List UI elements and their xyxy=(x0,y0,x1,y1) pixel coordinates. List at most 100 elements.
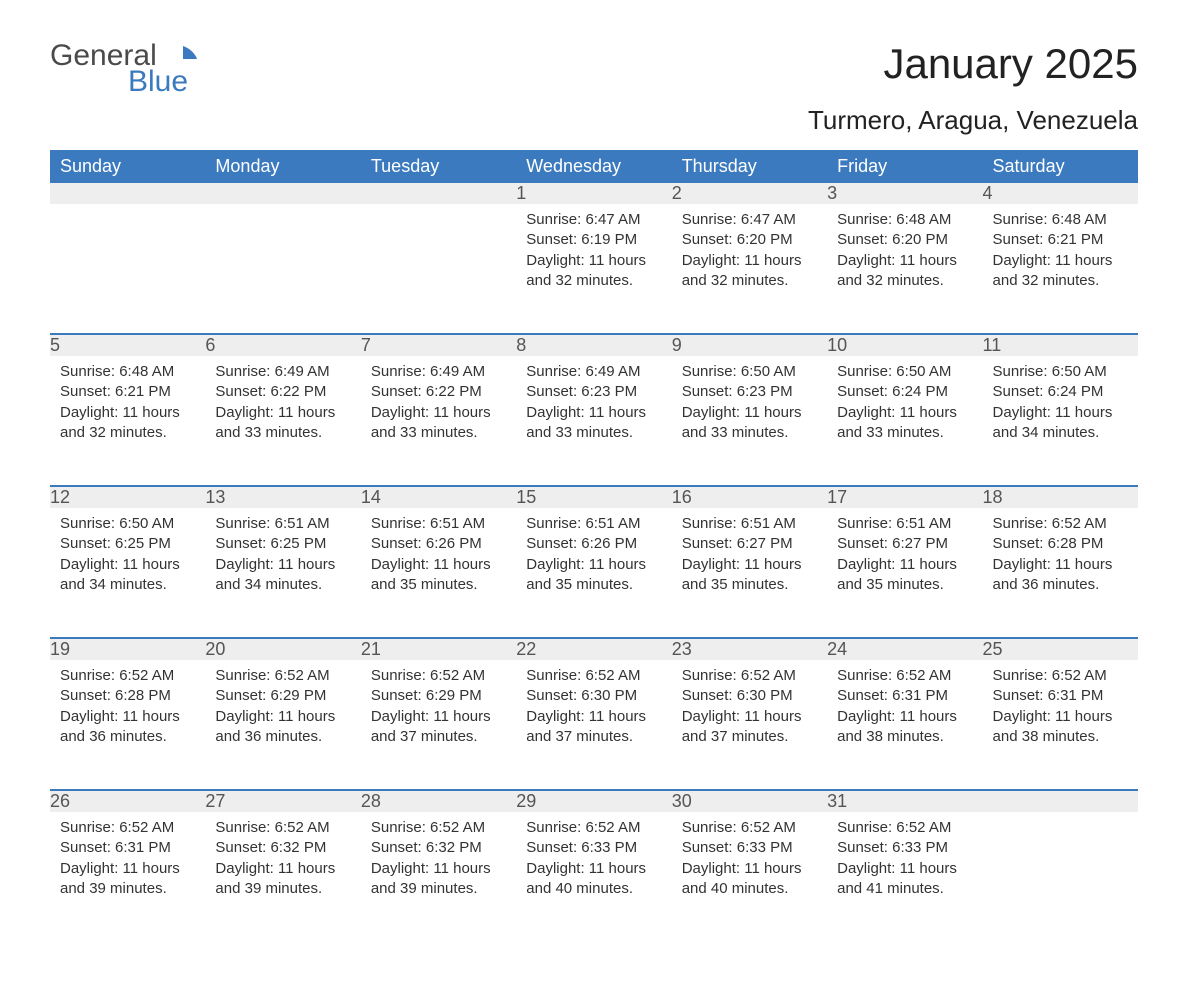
day-number: 11 xyxy=(983,334,1138,356)
sunset-text: Sunset: 6:30 PM xyxy=(526,686,661,706)
day-details: Sunrise: 6:50 AMSunset: 6:25 PMDaylight:… xyxy=(50,508,205,613)
day-details: Sunrise: 6:52 AMSunset: 6:30 PMDaylight:… xyxy=(672,660,827,765)
daylight-text: Daylight: 11 hours and 35 minutes. xyxy=(682,555,817,596)
day-details: Sunrise: 6:52 AMSunset: 6:33 PMDaylight:… xyxy=(827,812,982,917)
day-number: 18 xyxy=(983,486,1138,508)
sunrise-text: Sunrise: 6:50 AM xyxy=(60,514,195,534)
day-details-empty xyxy=(50,204,205,228)
sunrise-text: Sunrise: 6:52 AM xyxy=(682,666,817,686)
sunset-text: Sunset: 6:21 PM xyxy=(60,382,195,402)
day-number: 6 xyxy=(205,334,360,356)
sunset-text: Sunset: 6:19 PM xyxy=(526,230,661,250)
sunset-text: Sunset: 6:31 PM xyxy=(60,838,195,858)
sunset-text: Sunset: 6:21 PM xyxy=(993,230,1128,250)
day-number: 20 xyxy=(205,638,360,660)
day-number: 15 xyxy=(516,486,671,508)
calendar-table: Sunday Monday Tuesday Wednesday Thursday… xyxy=(50,150,1138,942)
daylight-text: Daylight: 11 hours and 34 minutes. xyxy=(215,555,350,596)
location-subtitle: Turmero, Aragua, Venezuela xyxy=(50,105,1138,136)
day-number: 22 xyxy=(516,638,671,660)
daylight-text: Daylight: 11 hours and 38 minutes. xyxy=(993,707,1128,748)
sunrise-text: Sunrise: 6:50 AM xyxy=(993,362,1128,382)
day-number: 24 xyxy=(827,638,982,660)
sunset-text: Sunset: 6:30 PM xyxy=(682,686,817,706)
day-details-empty xyxy=(205,204,360,228)
day-number-row: 19202122232425 xyxy=(50,638,1138,660)
day-number-empty xyxy=(50,183,205,204)
sunrise-text: Sunrise: 6:52 AM xyxy=(215,666,350,686)
day-number: 9 xyxy=(672,334,827,356)
day-number-empty xyxy=(983,790,1138,812)
day-number-row: 12131415161718 xyxy=(50,486,1138,508)
day-details: Sunrise: 6:52 AMSunset: 6:32 PMDaylight:… xyxy=(205,812,360,917)
sunset-text: Sunset: 6:20 PM xyxy=(682,230,817,250)
day-number: 1 xyxy=(516,183,671,204)
sunset-text: Sunset: 6:26 PM xyxy=(371,534,506,554)
sunrise-text: Sunrise: 6:51 AM xyxy=(837,514,972,534)
day-number: 23 xyxy=(672,638,827,660)
day-details: Sunrise: 6:52 AMSunset: 6:29 PMDaylight:… xyxy=(205,660,360,765)
day-number: 2 xyxy=(672,183,827,204)
weekday-header: Sunday xyxy=(50,150,205,183)
day-details: Sunrise: 6:48 AMSunset: 6:20 PMDaylight:… xyxy=(827,204,982,309)
daylight-text: Daylight: 11 hours and 32 minutes. xyxy=(682,251,817,292)
sunrise-text: Sunrise: 6:52 AM xyxy=(993,666,1128,686)
sunrise-text: Sunrise: 6:48 AM xyxy=(837,210,972,230)
day-content-row: Sunrise: 6:47 AMSunset: 6:19 PMDaylight:… xyxy=(50,204,1138,334)
sunset-text: Sunset: 6:22 PM xyxy=(371,382,506,402)
sunset-text: Sunset: 6:28 PM xyxy=(60,686,195,706)
sunrise-text: Sunrise: 6:48 AM xyxy=(993,210,1128,230)
sunset-text: Sunset: 6:31 PM xyxy=(837,686,972,706)
day-number: 19 xyxy=(50,638,205,660)
day-content-row: Sunrise: 6:48 AMSunset: 6:21 PMDaylight:… xyxy=(50,356,1138,486)
day-number: 5 xyxy=(50,334,205,356)
day-details: Sunrise: 6:51 AMSunset: 6:26 PMDaylight:… xyxy=(361,508,516,613)
day-number: 25 xyxy=(983,638,1138,660)
daylight-text: Daylight: 11 hours and 33 minutes. xyxy=(371,403,506,444)
day-number: 17 xyxy=(827,486,982,508)
day-number: 26 xyxy=(50,790,205,812)
day-number: 10 xyxy=(827,334,982,356)
daylight-text: Daylight: 11 hours and 35 minutes. xyxy=(837,555,972,596)
header: General Blue January 2025 xyxy=(50,40,1138,97)
sunset-text: Sunset: 6:32 PM xyxy=(371,838,506,858)
sunrise-text: Sunrise: 6:49 AM xyxy=(371,362,506,382)
day-number: 13 xyxy=(205,486,360,508)
sunset-text: Sunset: 6:26 PM xyxy=(526,534,661,554)
sunrise-text: Sunrise: 6:52 AM xyxy=(215,818,350,838)
day-number-row: 1234 xyxy=(50,183,1138,204)
weekday-header: Monday xyxy=(205,150,360,183)
brand-word-blue: Blue xyxy=(128,66,197,98)
daylight-text: Daylight: 11 hours and 32 minutes. xyxy=(837,251,972,292)
daylight-text: Daylight: 11 hours and 40 minutes. xyxy=(682,859,817,900)
day-details: Sunrise: 6:51 AMSunset: 6:25 PMDaylight:… xyxy=(205,508,360,613)
day-details: Sunrise: 6:49 AMSunset: 6:22 PMDaylight:… xyxy=(361,356,516,461)
daylight-text: Daylight: 11 hours and 36 minutes. xyxy=(60,707,195,748)
sunrise-text: Sunrise: 6:52 AM xyxy=(371,818,506,838)
daylight-text: Daylight: 11 hours and 37 minutes. xyxy=(371,707,506,748)
day-details: Sunrise: 6:52 AMSunset: 6:31 PMDaylight:… xyxy=(983,660,1138,765)
day-number: 14 xyxy=(361,486,516,508)
day-details-empty xyxy=(361,204,516,228)
day-details: Sunrise: 6:51 AMSunset: 6:27 PMDaylight:… xyxy=(672,508,827,613)
sunrise-text: Sunrise: 6:48 AM xyxy=(60,362,195,382)
day-number: 8 xyxy=(516,334,671,356)
daylight-text: Daylight: 11 hours and 32 minutes. xyxy=(60,403,195,444)
sunset-text: Sunset: 6:33 PM xyxy=(682,838,817,858)
calendar-body: 1234Sunrise: 6:47 AMSunset: 6:19 PMDayli… xyxy=(50,183,1138,942)
day-number-empty xyxy=(361,183,516,204)
day-details: Sunrise: 6:49 AMSunset: 6:23 PMDaylight:… xyxy=(516,356,671,461)
daylight-text: Daylight: 11 hours and 33 minutes. xyxy=(682,403,817,444)
day-details: Sunrise: 6:52 AMSunset: 6:28 PMDaylight:… xyxy=(983,508,1138,613)
sunset-text: Sunset: 6:27 PM xyxy=(682,534,817,554)
daylight-text: Daylight: 11 hours and 33 minutes. xyxy=(526,403,661,444)
day-content-row: Sunrise: 6:52 AMSunset: 6:28 PMDaylight:… xyxy=(50,660,1138,790)
sunrise-text: Sunrise: 6:52 AM xyxy=(526,818,661,838)
day-details: Sunrise: 6:49 AMSunset: 6:22 PMDaylight:… xyxy=(205,356,360,461)
day-details-empty xyxy=(983,812,1138,836)
sunset-text: Sunset: 6:32 PM xyxy=(215,838,350,858)
day-number-row: 567891011 xyxy=(50,334,1138,356)
day-number: 28 xyxy=(361,790,516,812)
daylight-text: Daylight: 11 hours and 35 minutes. xyxy=(371,555,506,596)
day-number: 3 xyxy=(827,183,982,204)
